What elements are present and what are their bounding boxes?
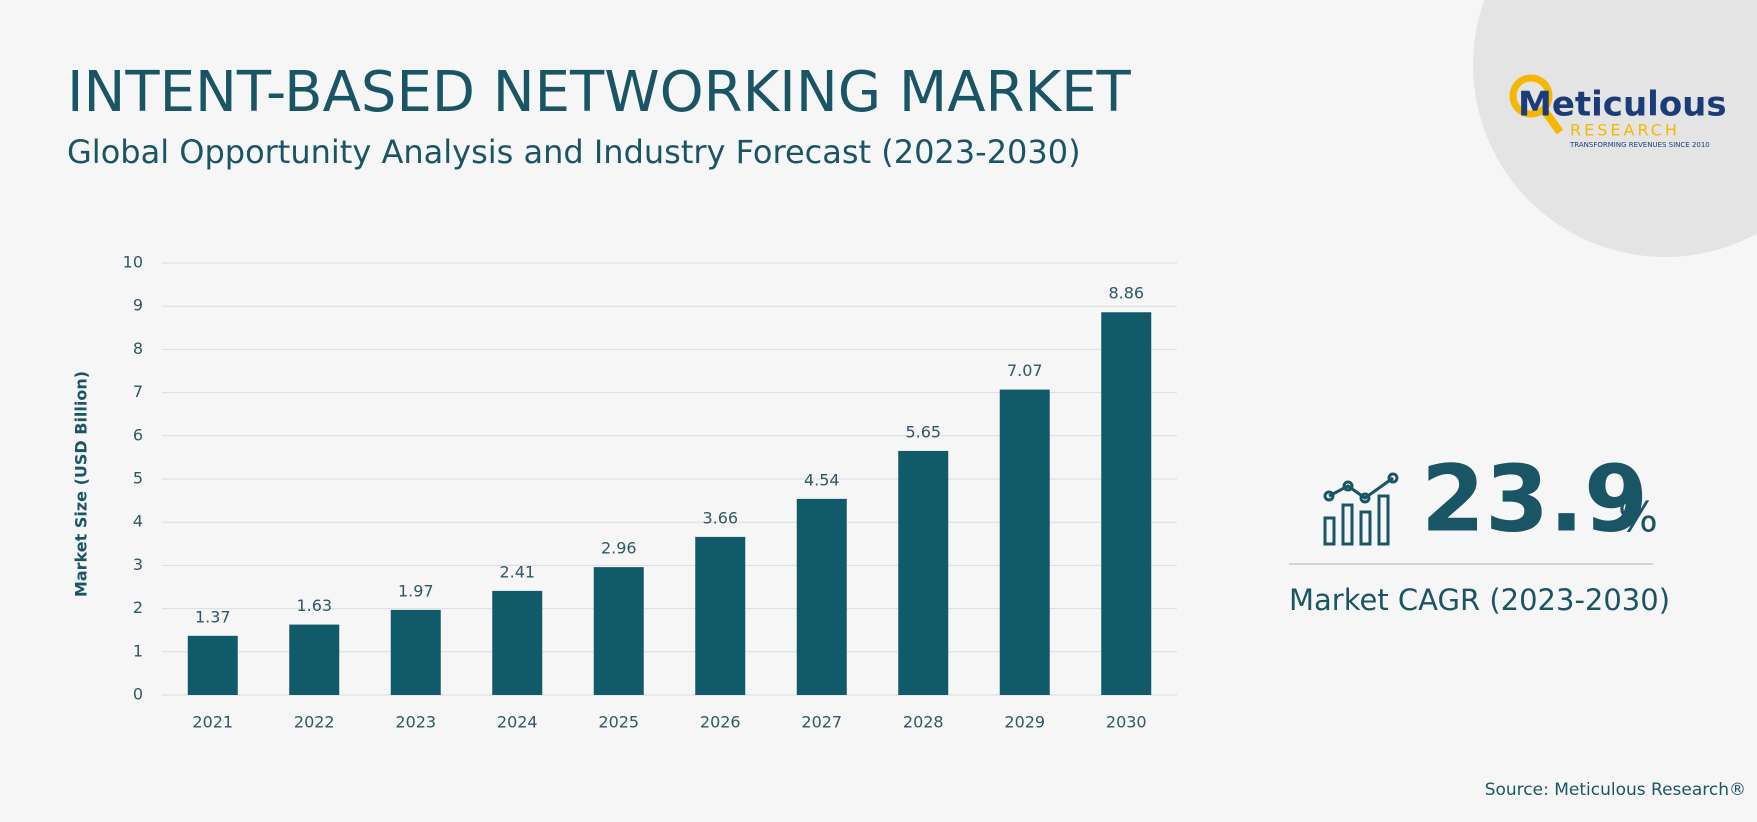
y-tick-label: 10 <box>123 253 143 272</box>
bar <box>390 609 441 695</box>
bar <box>695 536 746 695</box>
y-tick-label: 9 <box>133 296 143 315</box>
y-tick-label: 7 <box>133 382 143 401</box>
cagr-icon <box>1323 472 1399 546</box>
x-tick-label: 2029 <box>1004 713 1045 732</box>
cagr-unit: % <box>1618 493 1658 542</box>
source: Source: Meticulous Research® <box>1485 780 1746 800</box>
bar <box>492 590 543 695</box>
bar <box>898 450 949 695</box>
y-tick-label: 2 <box>133 598 143 617</box>
x-tick-label: 2024 <box>497 713 538 732</box>
value-label: 4.54 <box>804 470 840 489</box>
bar <box>1101 312 1152 695</box>
bar <box>999 389 1050 695</box>
y-tick-label: 8 <box>133 339 143 358</box>
y-axis-label: Market Size (USD Billion) <box>72 371 91 597</box>
y-tick-label: 0 <box>133 685 143 704</box>
logo-mark <box>1540 107 1564 135</box>
bar <box>796 498 847 695</box>
value-label: 2.96 <box>601 539 637 558</box>
x-tick-label: 2026 <box>700 713 741 732</box>
x-tick-label: 2030 <box>1106 713 1147 732</box>
value-label: 1.97 <box>398 581 434 600</box>
value-label: 5.65 <box>905 422 941 441</box>
x-tick-label: 2022 <box>294 713 335 732</box>
value-label: 8.86 <box>1108 284 1144 303</box>
y-tick-label: 1 <box>133 641 143 660</box>
cagr-label: Market CAGR (2023-2030) <box>1289 583 1670 617</box>
y-tick-label: 3 <box>133 555 143 574</box>
value-label: 3.66 <box>702 508 738 527</box>
logo-name: Meticulous <box>1518 85 1727 125</box>
title: INTENT-BASED NETWORKING MARKET <box>67 60 1132 125</box>
bar <box>187 635 238 695</box>
value-label: 7.07 <box>1007 361 1043 380</box>
x-tick-label: 2025 <box>598 713 639 732</box>
subtitle: Global Opportunity Analysis and Industry… <box>67 133 1081 171</box>
logo-sub: RESEARCH <box>1570 121 1680 140</box>
logo-mark <box>1509 74 1553 118</box>
y-tick-label: 6 <box>133 425 143 444</box>
value-label: 1.63 <box>296 596 332 615</box>
x-tick-label: 2021 <box>192 713 233 732</box>
logo-circle <box>1473 0 1757 257</box>
bar <box>593 567 644 695</box>
logo-tagline: TRANSFORMING REVENUES SINCE 2010 <box>1569 141 1710 149</box>
y-tick-label: 5 <box>133 469 143 488</box>
value-label: 1.37 <box>195 607 231 626</box>
x-tick-label: 2028 <box>903 713 944 732</box>
cagr-value: 23.9 <box>1421 445 1648 552</box>
value-label: 2.41 <box>499 562 535 581</box>
x-tick-label: 2027 <box>801 713 842 732</box>
bar <box>289 624 340 695</box>
y-tick-label: 4 <box>133 512 143 531</box>
x-tick-label: 2023 <box>395 713 436 732</box>
